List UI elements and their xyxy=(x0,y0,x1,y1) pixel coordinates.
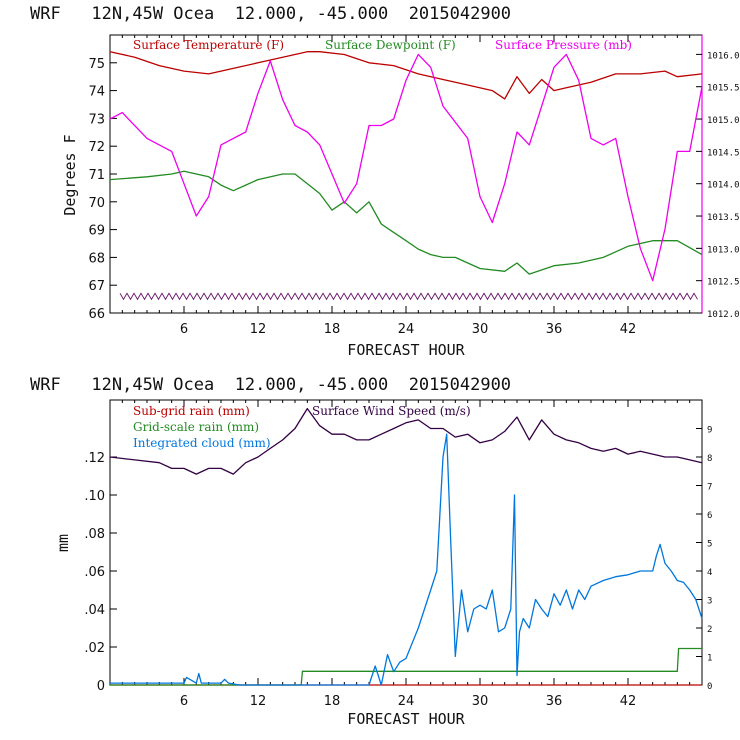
bottom-y-tick-label: .12 xyxy=(84,451,105,466)
bottom-y2-tick-label: 3 xyxy=(707,597,712,607)
top-y2-tick-label: 1013.0 xyxy=(707,245,740,255)
legend-gridscale-rain: Grid-scale rain (mm) xyxy=(133,420,259,434)
bottom-y-tick-label: .02 xyxy=(84,641,105,656)
top-x-tick-label: 12 xyxy=(250,322,267,337)
series-integrated-cloud-mm xyxy=(110,433,703,686)
series-surface-temperature-f xyxy=(109,51,703,100)
top-y-ticks: 66 67 68 69 70 71 72 73 74 75 xyxy=(88,57,117,322)
top-x-tick-label: 30 xyxy=(472,322,489,337)
top-y2-ticks: 1012.0 1012.5 1013.0 1013.5 1014.0 1014.5 1015… xyxy=(696,51,740,320)
top-x-tick-label: 6 xyxy=(180,322,188,337)
bottom-y2-tick-label: 1 xyxy=(707,654,712,664)
bottom-x-tick-label: 42 xyxy=(620,694,637,709)
bottom-x-tick-label: 6 xyxy=(180,694,188,709)
legend-integrated-cloud: Integrated cloud (mm) xyxy=(133,436,271,450)
bottom-y-tick-label: .06 xyxy=(84,565,105,580)
top-y2-tick-label: 1014.0 xyxy=(707,181,740,191)
bottom-y2-tick-label: 4 xyxy=(707,568,712,578)
bottom-y2-tick-label: 0 xyxy=(707,682,712,692)
top-y2-tick-label: 1015.0 xyxy=(707,116,740,126)
bottom-y2-tick-label: 5 xyxy=(707,540,712,550)
top-y2-tick-label: 1013.5 xyxy=(707,213,740,223)
legend-pressure: Surface Pressure (mb) xyxy=(495,38,632,52)
legend-subgrid-rain: Sub-grid rain (mm) xyxy=(133,404,250,418)
top-y2-tick-label: 1012.0 xyxy=(707,310,740,320)
top-x-ticks: 6 12 18 24 30 36 42 xyxy=(121,35,691,337)
bottom-y-tick-label: 0 xyxy=(97,679,105,694)
bottom-x-tick-label: 30 xyxy=(472,694,489,709)
series-surface-pressure-mb xyxy=(109,53,703,282)
temperature-chart: WRF 12N,45W Ocea 12.000, -45.000 2015042… xyxy=(30,4,740,359)
bottom-y-tick-label: .10 xyxy=(84,489,105,504)
bottom-series-group xyxy=(109,407,703,686)
top-chart-title: WRF 12N,45W Ocea 12.000, -45.000 2015042… xyxy=(30,4,511,24)
top-x-tick-label: 24 xyxy=(398,322,415,337)
bottom-x-tick-label: 12 xyxy=(250,694,267,709)
bottom-y2-tick-label: 2 xyxy=(707,625,712,635)
top-y-tick-label: 69 xyxy=(88,224,105,239)
bottom-x-axis-label: FORECAST HOUR xyxy=(347,710,465,728)
series-surface-wind-speed-m-s xyxy=(109,407,703,475)
bottom-chart-title: WRF 12N,45W Ocea 12.000, -45.000 2015042… xyxy=(30,375,511,395)
top-y-tick-label: 72 xyxy=(88,140,105,155)
bottom-y2-tick-label: 6 xyxy=(707,511,712,521)
top-y-tick-label: 74 xyxy=(88,85,105,100)
bottom-y2-tick-label: 7 xyxy=(707,483,712,493)
top-y-axis-label: Degrees F xyxy=(61,134,79,215)
bottom-y2-ticks: 0 1 2 3 4 5 6 7 8 9 xyxy=(696,426,712,692)
top-y-tick-label: 71 xyxy=(88,168,105,183)
legend-temperature: Surface Temperature (F) xyxy=(133,38,284,52)
bottom-y-tick-label: .08 xyxy=(84,527,105,542)
top-x-tick-label: 18 xyxy=(324,322,341,337)
legend-dewpoint: Surface Dewpoint (F) xyxy=(325,38,456,52)
bottom-x-tick-label: 18 xyxy=(324,694,341,709)
series-surface-dewpoint-f xyxy=(109,170,703,275)
bottom-y-tick-label: .04 xyxy=(84,603,105,618)
bottom-y-ticks: 0 .02 .04 .06 .08 .10 .12 xyxy=(84,451,117,694)
top-y-tick-label: 67 xyxy=(88,279,105,294)
top-y2-tick-label: 1015.5 xyxy=(707,84,740,94)
top-y2-tick-label: 1014.5 xyxy=(707,148,740,158)
bottom-y2-tick-label: 9 xyxy=(707,426,712,436)
bottom-x-tick-label: 36 xyxy=(546,694,563,709)
top-y-tick-label: 75 xyxy=(88,57,105,72)
precipitation-chart: WRF 12N,45W Ocea 12.000, -45.000 2015042… xyxy=(30,375,712,728)
top-y2-tick-label: 1016.0 xyxy=(707,51,740,61)
bottom-y-axis-label: mm xyxy=(54,534,72,552)
top-y-tick-label: 70 xyxy=(88,196,105,211)
legend-wind-speed: Surface Wind Speed (m/s) xyxy=(312,404,471,418)
series-near-surface-trace xyxy=(119,292,698,301)
top-y-tick-label: 68 xyxy=(88,251,105,266)
bottom-x-tick-label: 24 xyxy=(398,694,415,709)
bottom-y2-tick-label: 8 xyxy=(707,454,712,464)
top-x-tick-label: 42 xyxy=(620,322,637,337)
top-x-tick-label: 36 xyxy=(546,322,563,337)
top-y-tick-label: 73 xyxy=(88,112,105,127)
top-y-tick-label: 66 xyxy=(88,307,105,322)
top-y2-tick-label: 1012.5 xyxy=(707,278,740,288)
top-x-axis-label: FORECAST HOUR xyxy=(347,341,465,359)
top-series-group xyxy=(109,51,703,301)
